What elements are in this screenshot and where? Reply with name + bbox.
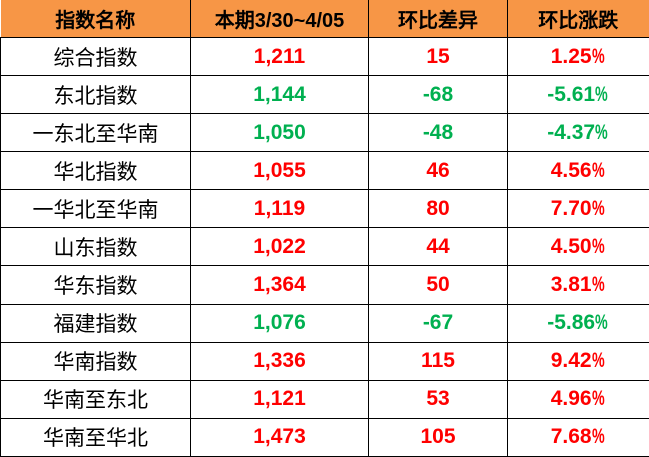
index-name-cell: 华北指数 xyxy=(0,151,191,191)
index-name-cell: 华南至华北 xyxy=(0,417,191,457)
change-pct-cell: 7.70% xyxy=(507,189,649,229)
diff-value-cell: 80 xyxy=(368,189,508,229)
current-value-cell: 1,050 xyxy=(190,113,369,153)
table-row: 东北指数 1,144 -68 -5.61% xyxy=(0,75,649,115)
index-name-cell: 福建指数 xyxy=(0,303,191,343)
diff-value-cell: 53 xyxy=(368,379,508,419)
table-row: 山东指数 1,022 44 4.50% xyxy=(0,227,649,267)
change-pct-cell: 4.96% xyxy=(507,379,649,419)
diff-value-cell: 15 xyxy=(368,36,508,77)
table-row: 华南至东北 1,121 53 4.96% xyxy=(0,379,649,419)
current-value-cell: 1,473 xyxy=(190,417,369,457)
diff-value-cell: 46 xyxy=(368,151,508,191)
table-row: 华南指数 1,336 115 9.42% xyxy=(0,341,649,381)
col-header-period-change: 环比涨跌 xyxy=(507,0,649,38)
table-body: 综合指数 1,211 15 1.25% 东北指数 1,144 -68 -5.61% 一东北至华南… xyxy=(0,36,649,457)
col-header-period-diff: 环比差异 xyxy=(368,0,508,38)
index-name-cell: 综合指数 xyxy=(0,36,191,77)
index-name-cell: 华南指数 xyxy=(0,341,191,381)
change-pct-cell: -5.86% xyxy=(507,303,649,343)
change-pct-cell: 1.25% xyxy=(507,36,649,77)
percent-sign: % xyxy=(591,234,605,258)
table-row: 一东北至华南 1,050 -48 -4.37% xyxy=(0,113,649,153)
col-header-current-period: 本期3/30~4/05 xyxy=(190,0,369,38)
current-value-cell: 1,364 xyxy=(190,265,369,305)
percent-sign: % xyxy=(591,196,605,220)
index-name-cell: 山东指数 xyxy=(0,227,191,267)
table-row: 福建指数 1,076 -67 -5.86% xyxy=(0,303,649,343)
change-pct-cell: 7.68% xyxy=(507,417,649,457)
header-row: 指数名称 本期3/30~4/05 环比差异 环比涨跌 xyxy=(0,0,649,38)
diff-value-cell: -68 xyxy=(368,75,508,115)
table-row: 综合指数 1,211 15 1.25% xyxy=(0,36,649,77)
percent-sign: % xyxy=(591,158,605,182)
table-row: 华东指数 1,364 50 3.81% xyxy=(0,265,649,305)
percent-sign: % xyxy=(591,425,605,449)
current-value-cell: 1,076 xyxy=(190,303,369,343)
index-name-cell: 一东北至华南 xyxy=(0,113,191,153)
index-name-cell: 一华北至华南 xyxy=(0,189,191,229)
percent-sign: % xyxy=(591,387,605,411)
change-pct-cell: 4.50% xyxy=(507,227,649,267)
current-value-cell: 1,121 xyxy=(190,379,369,419)
current-value-cell: 1,119 xyxy=(190,189,369,229)
col-header-index-name: 指数名称 xyxy=(0,0,191,38)
change-pct-cell: 9.42% xyxy=(507,341,649,381)
table-row: 一华北至华南 1,119 80 7.70% xyxy=(0,189,649,229)
current-value-cell: 1,336 xyxy=(190,341,369,381)
current-value-cell: 1,144 xyxy=(190,75,369,115)
percent-sign: % xyxy=(595,82,608,106)
percent-sign: % xyxy=(591,44,605,68)
percent-sign: % xyxy=(591,273,605,296)
change-pct-cell: -5.61% xyxy=(507,75,649,115)
index-name-cell: 东北指数 xyxy=(0,75,191,115)
diff-value-cell: 115 xyxy=(368,341,508,381)
diff-value-cell: -48 xyxy=(368,113,508,153)
diff-value-cell: -67 xyxy=(368,303,508,343)
percent-sign: % xyxy=(591,349,605,373)
change-pct-cell: 4.56% xyxy=(507,151,649,191)
index-name-cell: 华南至东北 xyxy=(0,379,191,419)
percent-sign: % xyxy=(595,311,608,335)
diff-value-cell: 50 xyxy=(368,265,508,305)
diff-value-cell: 105 xyxy=(368,417,508,457)
diff-value-cell: 44 xyxy=(368,227,508,267)
current-value-cell: 1,022 xyxy=(190,227,369,267)
index-name-cell: 华东指数 xyxy=(0,265,191,305)
change-pct-cell: -4.37% xyxy=(507,113,649,153)
current-value-cell: 1,055 xyxy=(190,151,369,191)
table-row: 华北指数 1,055 46 4.56% xyxy=(0,151,649,191)
change-pct-cell: 3.81% xyxy=(507,265,649,305)
table-row: 华南至华北 1,473 105 7.68% xyxy=(0,417,649,457)
percent-sign: % xyxy=(595,120,608,144)
current-value-cell: 1,211 xyxy=(190,36,369,77)
